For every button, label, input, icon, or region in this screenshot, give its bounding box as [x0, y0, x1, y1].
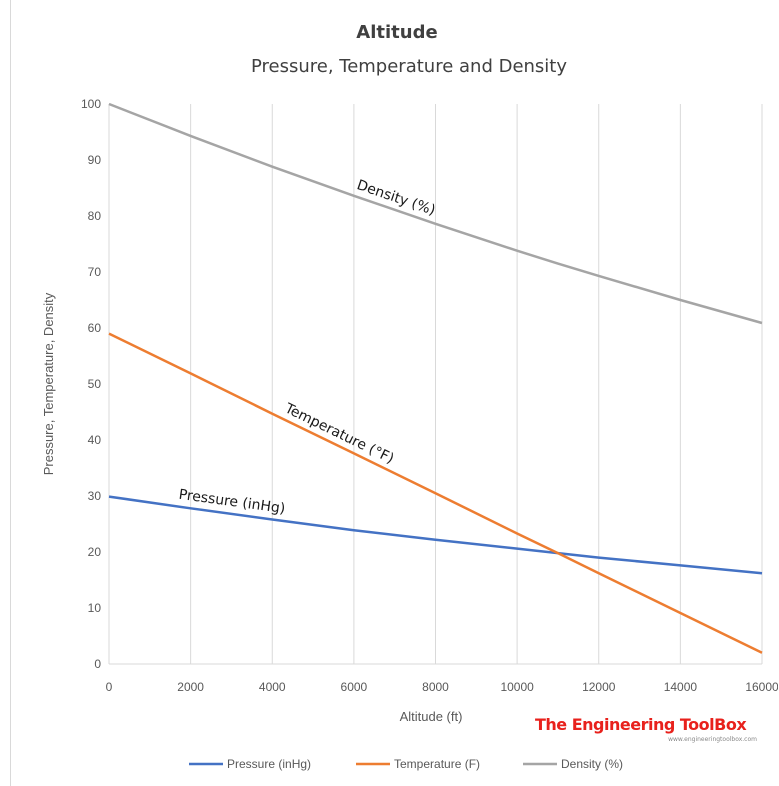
brand-logo: The Engineering ToolBox www.engineeringt… — [535, 715, 757, 743]
y-tick-label: 40 — [88, 433, 102, 447]
x-tick-label: 2000 — [177, 680, 204, 694]
annotation-label: Temperature (°F) — [281, 400, 396, 467]
brand-url: www.engineeringtoolbox.com — [668, 736, 757, 743]
y-tick-label: 60 — [88, 321, 102, 335]
y-tick-label: 30 — [88, 489, 102, 503]
chart-frame: Altitude Pressure, Temperature and Densi… — [10, 0, 777, 786]
legend: Pressure (inHg) Temperature (F) Density (%… — [189, 757, 623, 771]
y-tick-label: 0 — [94, 657, 101, 671]
grid — [109, 104, 762, 664]
legend-label-1: Temperature (F) — [394, 757, 480, 771]
x-tick-label: 16000 — [745, 680, 778, 694]
x-tick-label: 12000 — [582, 680, 616, 694]
annotation-label: Pressure (inHg) — [178, 487, 287, 517]
x-tick-label: 0 — [106, 680, 113, 694]
y-tick-label: 50 — [88, 377, 102, 391]
chart-subtitle: Pressure, Temperature and Density — [251, 56, 567, 77]
x-tick-label: 4000 — [259, 680, 286, 694]
x-axis-ticks: 0 2000 4000 6000 8000 10000 12000 14000 16000 — [106, 680, 778, 694]
brand-name: The Engineering ToolBox — [535, 715, 747, 734]
legend-label-0: Pressure (inHg) — [227, 757, 311, 771]
chart: Altitude Pressure, Temperature and Densi… — [11, 0, 778, 786]
x-tick-label: 14000 — [664, 680, 698, 694]
y-axis-label: Pressure, Temperature, Density — [41, 292, 56, 475]
x-tick-label: 10000 — [500, 680, 534, 694]
y-tick-label: 70 — [88, 265, 102, 279]
y-tick-label: 80 — [88, 209, 102, 223]
y-tick-label: 10 — [88, 601, 102, 615]
y-tick-label: 20 — [88, 545, 102, 559]
annotations: Density (%) Temperature (°F) Pressure (inH… — [178, 177, 438, 517]
x-tick-label: 6000 — [341, 680, 368, 694]
y-tick-label: 90 — [88, 153, 102, 167]
y-tick-label: 100 — [81, 97, 101, 111]
x-axis-label: Altitude (ft) — [400, 709, 463, 724]
annotation-label: Density (%) — [355, 177, 438, 219]
legend-label-2: Density (%) — [561, 757, 623, 771]
chart-title: Altitude — [356, 22, 437, 43]
x-tick-label: 8000 — [422, 680, 449, 694]
y-axis-ticks: 0 10 20 30 40 50 60 70 80 90 100 — [81, 97, 101, 671]
